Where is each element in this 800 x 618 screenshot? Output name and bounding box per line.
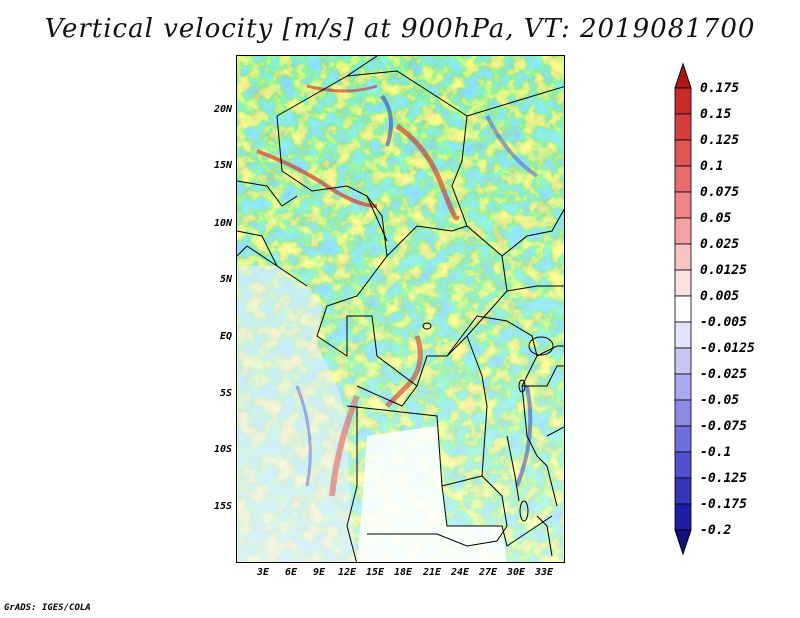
colorbar-label: -0.05: [700, 393, 740, 408]
lon-label: 3E: [257, 567, 270, 578]
lon-label: 33E: [535, 567, 554, 578]
lat-label: 10N: [213, 218, 232, 229]
colorbar-label: 0.0125: [700, 263, 747, 278]
lon-label: 21E: [423, 567, 442, 578]
lat-label: EQ: [219, 331, 232, 342]
country-borders: [237, 56, 564, 562]
colorbar-label: -0.005: [700, 315, 747, 330]
lat-label: 5S: [219, 388, 232, 399]
colorbar-label: -0.025: [700, 367, 747, 382]
lat-label: 15N: [213, 160, 232, 171]
lon-label: 6E: [285, 567, 298, 578]
lon-label: 15E: [366, 567, 385, 578]
colorbar: [674, 62, 692, 556]
colorbar-label: 0.075: [700, 185, 740, 200]
colorbar-label: 0.025: [700, 237, 740, 252]
colorbar-segment: [674, 347, 692, 375]
footer-credit: GrADS: IGES/COLA: [4, 603, 91, 613]
colorbar-label: -0.075: [700, 419, 747, 434]
colorbar-segment: [674, 477, 692, 505]
colorbar-label: -0.175: [700, 497, 747, 512]
lat-label: 15S: [213, 501, 232, 512]
colorbar-segment: [674, 295, 692, 323]
colorbar-segment: [674, 217, 692, 245]
colorbar-segment: [674, 165, 692, 193]
lon-label: 30E: [507, 567, 526, 578]
colorbar-segment: [674, 321, 692, 349]
colorbar-segment: [674, 113, 692, 141]
lon-label: 24E: [451, 567, 470, 578]
lon-label: 12E: [338, 567, 357, 578]
colorbar-label: -0.125: [700, 471, 747, 486]
lon-label: 27E: [479, 567, 498, 578]
colorbar-segment: [674, 191, 692, 219]
colorbar-segment: [674, 451, 692, 479]
colorbar-segment: [674, 373, 692, 401]
colorbar-label: -0.1: [700, 445, 732, 460]
colorbar-label: 0.05: [700, 211, 732, 226]
map-title: Vertical velocity [m/s] at 900hPa, VT: 2…: [44, 14, 756, 44]
lakes: [422, 322, 554, 557]
colorbar-bottom-arrow: [674, 529, 692, 556]
colorbar-top-arrow: [674, 62, 692, 89]
colorbar-label: 0.125: [700, 133, 740, 148]
colorbar-segment: [674, 269, 692, 297]
velocity-map: [236, 55, 565, 563]
colorbar-label: 0.1: [700, 159, 724, 174]
lon-label: 18E: [394, 567, 413, 578]
colorbar-label: -0.2: [700, 523, 732, 538]
colorbar-segment: [674, 503, 692, 531]
colorbar-label: 0.15: [700, 107, 732, 122]
lon-label: 9E: [313, 567, 326, 578]
colorbar-segment: [674, 425, 692, 453]
colorbar-label: 0.005: [700, 289, 740, 304]
lat-label: 5N: [219, 274, 232, 285]
map-field: [237, 56, 564, 562]
lat-label: 20N: [213, 104, 232, 115]
colorbar-label: -0.0125: [700, 341, 755, 356]
colorbar-segment: [674, 139, 692, 167]
colorbar-segment: [674, 243, 692, 271]
colorbar-segment: [674, 399, 692, 427]
ocean-area: [237, 266, 357, 562]
calm-region: [357, 426, 507, 562]
colorbar-label: 0.175: [700, 81, 740, 96]
colorbar-segment: [674, 87, 692, 115]
lat-label: 10S: [213, 444, 232, 455]
